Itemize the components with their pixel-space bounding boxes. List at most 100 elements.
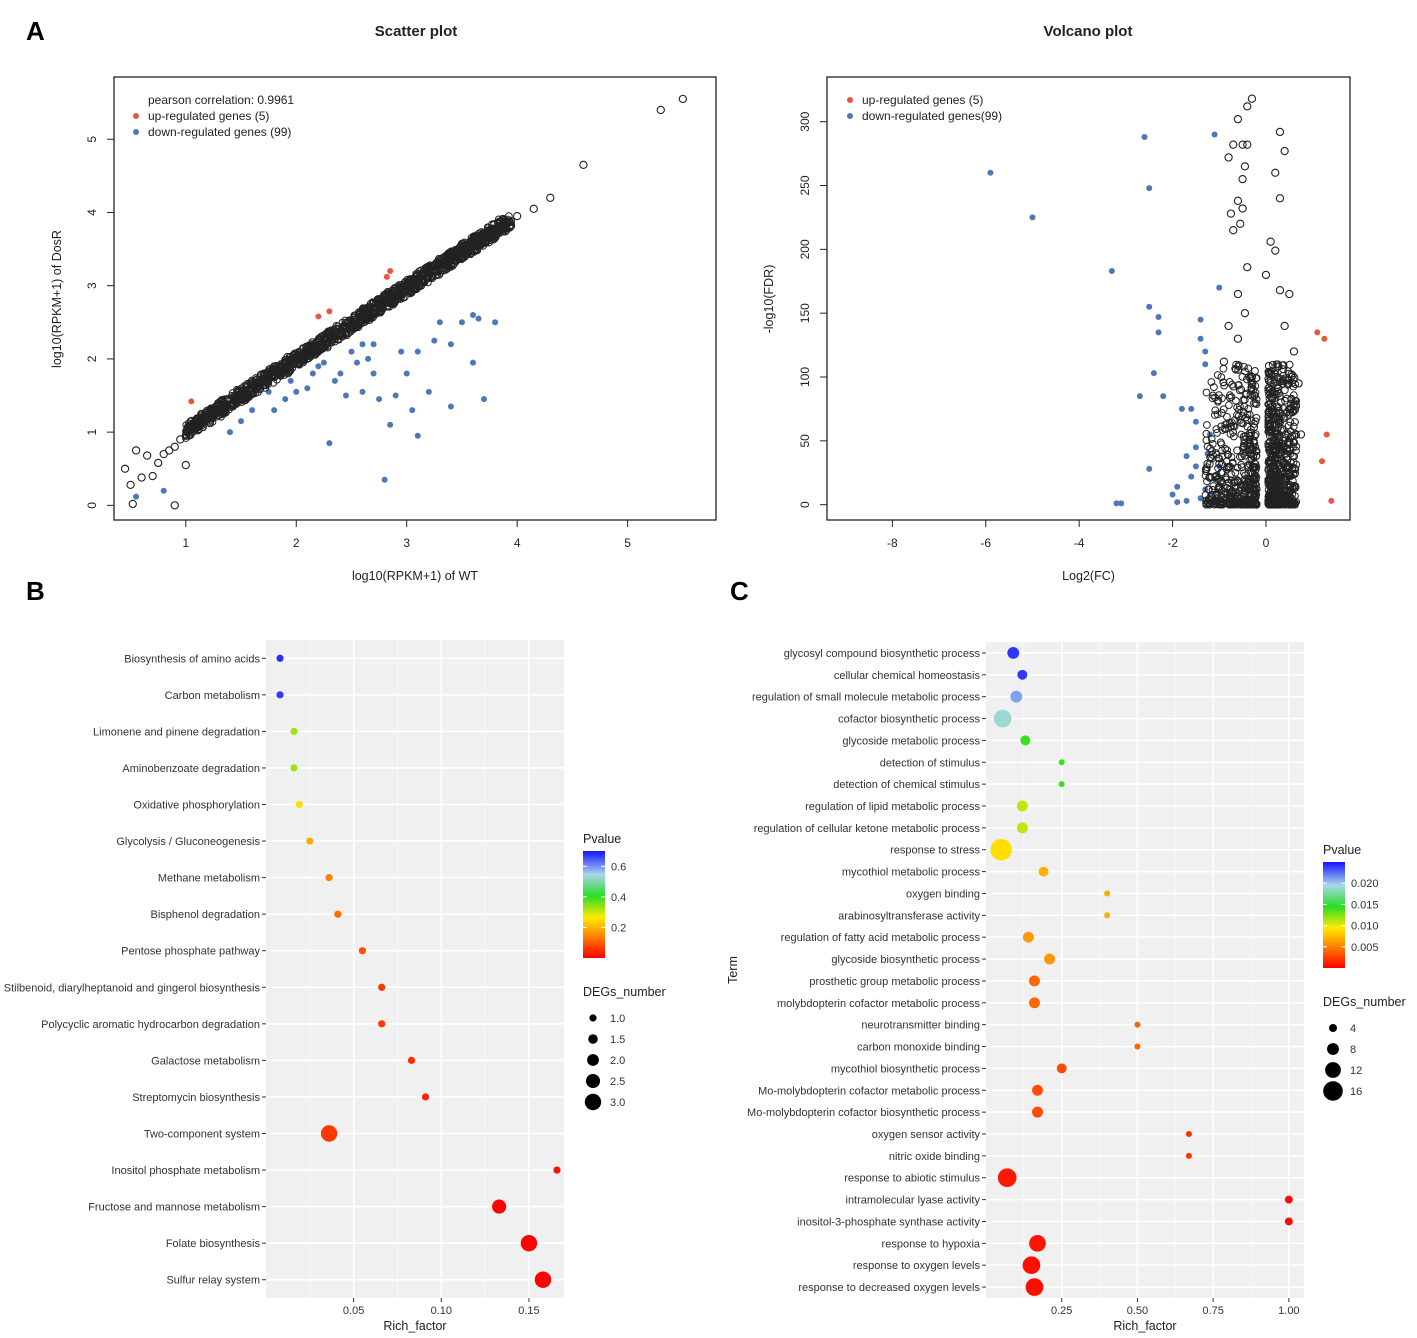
gene-point-open (206, 418, 214, 426)
gene-point-open (385, 290, 394, 299)
gene-point-open (1217, 422, 1226, 431)
size-legend-dot (584, 1093, 602, 1111)
enrichment-bubble (306, 837, 314, 845)
down-regulated-point (403, 370, 410, 377)
gene-point-open (1231, 364, 1240, 373)
down-regulated-point (282, 396, 289, 403)
gene-point-open (1285, 289, 1294, 299)
gene-point-open (1270, 493, 1278, 502)
gene-point-open (1219, 405, 1228, 414)
gene-point-open (1292, 431, 1301, 439)
gene-point-open (214, 399, 223, 408)
category-label: nitric oxide binding (889, 1151, 980, 1163)
gene-point-open (1204, 495, 1213, 504)
enrichment-bubble (1104, 912, 1111, 919)
gene-point-open (1235, 498, 1243, 507)
gene-point-open (1212, 500, 1221, 509)
gene-point-open (1289, 347, 1299, 356)
down-regulated-point (431, 337, 438, 344)
gene-point-open (362, 311, 371, 319)
gene-point-open (484, 223, 493, 232)
enrichment-bubble (1038, 866, 1049, 877)
gene-point-open (346, 323, 355, 332)
plot-frame-volcano (826, 76, 1351, 521)
down-regulated-point (387, 421, 394, 428)
category-label: neurotransmitter binding (861, 1020, 980, 1032)
category-label: Biosynthesis of amino acids (124, 653, 260, 665)
category-label: Pentose phosphate pathway (121, 946, 260, 958)
gene-point-open (1287, 370, 1296, 379)
down-regulated-point (1169, 491, 1176, 498)
gene-point-open (1217, 373, 1226, 382)
category-label: response to abiotic stimulus (844, 1173, 980, 1185)
gene-point-open (247, 379, 256, 387)
gene-point-open (128, 499, 137, 509)
gene-point-open (529, 204, 538, 213)
gene-point-open (210, 407, 218, 416)
down-regulated-point (1146, 303, 1153, 310)
gene-point-open (1275, 127, 1285, 137)
gene-point-open (1233, 114, 1243, 124)
category-label: regulation of cellular ketone metabolic … (754, 823, 981, 835)
gene-point-open (270, 373, 279, 382)
gene-point-open (288, 363, 297, 372)
category-label: arabinosyltransferase activity (838, 910, 980, 922)
gene-point-open (1246, 490, 1254, 499)
y-tick-label: 0 (798, 501, 812, 508)
gene-point-open (1229, 382, 1238, 391)
panel-label-c: C (730, 576, 749, 606)
x-tick-label: 2 (293, 536, 300, 550)
category-label: regulation of lipid metabolic process (805, 801, 980, 813)
gene-point-open (1209, 383, 1218, 392)
enrichment-bubble (1185, 1152, 1192, 1159)
gene-point-open (1220, 381, 1229, 390)
panel-label-a: A (26, 16, 45, 46)
y-axis-label: Term (726, 956, 740, 984)
gene-point-open (579, 160, 588, 170)
gene-point-open (464, 242, 472, 251)
gene-point-open (341, 330, 349, 339)
down-regulated-point (315, 363, 322, 370)
gene-point-open (1212, 490, 1220, 498)
down-regulated-point (1118, 500, 1125, 507)
down-regulated-point (1136, 393, 1143, 400)
enrichment-bubble (1284, 1195, 1293, 1204)
category-label: Streptomycin biosynthesis (132, 1092, 260, 1104)
down-regulated-point (1192, 463, 1199, 470)
down-regulated-point (293, 388, 300, 395)
down-regulated-point (1197, 316, 1204, 323)
colorbar-tick-label: 0.4 (611, 892, 626, 904)
size-legend-dot (1325, 1062, 1341, 1078)
gene-point-open (1275, 391, 1284, 400)
category-label: molybdopterin cofactor metabolic process (777, 998, 980, 1010)
gene-point-open (1233, 446, 1241, 455)
gene-point-open (1285, 379, 1294, 388)
gene-point-open (197, 412, 206, 420)
gene-point-open (1203, 477, 1211, 486)
x-axis-label: Log2(FC) (1062, 569, 1115, 583)
size-legend-label: 2.0 (610, 1055, 625, 1067)
down-regulated-point (469, 359, 476, 366)
down-regulated-point (1197, 335, 1204, 342)
gene-point-open (1231, 478, 1240, 487)
gene-point-open (1229, 140, 1238, 149)
gene-point-open (1288, 497, 1297, 505)
x-tick-label: 0.05 (343, 1305, 364, 1317)
gene-point-open (1226, 209, 1236, 218)
x-tick-label: 1 (182, 536, 189, 550)
enrichment-bubble (1058, 759, 1065, 766)
down-regulated-point (342, 392, 349, 399)
gene-point-open (1206, 453, 1215, 462)
enrichment-bubble (1029, 997, 1040, 1009)
gene-point-open (1240, 162, 1250, 171)
category-label: Galactose metabolism (151, 1055, 260, 1067)
degs-legend-title: DEGs_number (583, 985, 666, 999)
down-regulated-point (359, 388, 366, 395)
enrichment-bubble (993, 709, 1012, 728)
category-label: Glycolysis / Gluconeogenesis (116, 836, 260, 848)
up-regulated-point (326, 308, 333, 315)
gene-point-open (1213, 474, 1222, 483)
gene-point-open (1273, 413, 1281, 422)
down-regulated-point (1197, 495, 1204, 502)
